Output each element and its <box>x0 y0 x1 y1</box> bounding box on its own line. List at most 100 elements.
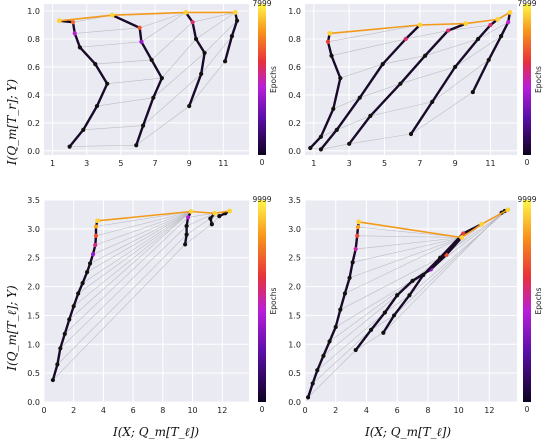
colorbar-max-label: 9999 <box>517 195 536 204</box>
y-tick-label: 1.0 <box>27 7 40 16</box>
colorbar <box>258 200 266 402</box>
data-point <box>331 106 336 111</box>
trajectory-line <box>111 14 164 146</box>
final-epoch-point <box>356 219 362 225</box>
y-tick-label: 0.8 <box>288 35 301 44</box>
colorbar-label: Epochs <box>534 66 543 93</box>
data-point <box>476 36 481 42</box>
data-point <box>368 113 373 118</box>
data-point <box>506 20 511 25</box>
y-tick-label: 1.5 <box>288 311 301 320</box>
panel-bottom-right: 0 2 4 6 8 10 12 0.0 0.5 1.0 1.5 2.0 2.5 3.0 3.5 9999 0 Ep… <box>288 195 543 415</box>
x-tick-label: 1 <box>50 159 55 168</box>
colorbar-min-label: 0 <box>525 405 530 414</box>
x-tick-label: 12 <box>484 406 494 415</box>
data-point <box>410 278 415 283</box>
data-point <box>67 144 72 149</box>
data-point <box>202 50 207 56</box>
epoch-connection-line <box>312 210 505 384</box>
final-epoch-point <box>463 21 469 26</box>
data-point <box>77 45 82 50</box>
colorbar-max-label: 9999 <box>252 195 271 204</box>
data-point <box>395 293 400 298</box>
colorbar-min-label: 0 <box>525 158 530 167</box>
x-tick-label: 0 <box>302 406 307 415</box>
data-point <box>382 310 387 315</box>
final-epoch-point <box>183 9 189 15</box>
y-tick-label: 2.0 <box>27 283 40 292</box>
y-tick-label: 0.2 <box>288 119 301 128</box>
data-point <box>151 95 156 100</box>
data-point <box>347 141 352 146</box>
data-point <box>84 270 90 275</box>
data-point <box>423 53 428 58</box>
data-point <box>333 324 338 330</box>
ylabel-bottom: I(Q_m[T_ℓ]; Y) <box>5 285 19 372</box>
data-point <box>305 395 311 400</box>
final-epoch-point <box>327 30 333 36</box>
y-tick-label: 2.5 <box>27 254 40 263</box>
data-point <box>93 242 98 248</box>
data-point <box>470 89 475 95</box>
xlabel-bottom-right: I(X; Q_m[T_ℓ]) <box>364 425 451 439</box>
data-point <box>71 304 76 309</box>
final-epoch-point <box>459 235 465 240</box>
data-point <box>430 99 435 104</box>
final-epoch-point <box>417 22 423 28</box>
panel-top-right: 1 3 5 7 9 11 0.0 0.2 0.4 0.6 0.8 1.0 7999 0 Epochs <box>288 0 543 168</box>
data-point <box>486 57 491 63</box>
data-point <box>353 246 358 252</box>
epoch-connection-line <box>96 20 238 107</box>
data-point <box>315 368 320 373</box>
colorbar-max-label: 7999 <box>252 0 271 8</box>
data-point <box>353 347 358 353</box>
data-point <box>453 64 458 70</box>
y-tick-label: 3.0 <box>27 225 40 234</box>
data-point <box>338 76 343 81</box>
data-point <box>321 353 326 358</box>
colorbar <box>258 4 266 155</box>
y-tick-label: 3.5 <box>27 196 40 205</box>
epoch-connection-line <box>95 12 236 65</box>
y-tick-label: 3.0 <box>288 225 301 234</box>
data-point <box>329 53 334 58</box>
data-point <box>446 28 451 33</box>
x-tick-label: 6 <box>395 406 400 415</box>
data-point <box>368 327 374 332</box>
final-epoch-point <box>212 210 218 216</box>
data-point <box>222 59 228 64</box>
x-tick-label: 9 <box>453 159 458 168</box>
colorbar-max-label: 7999 <box>517 0 536 8</box>
data-point <box>93 233 99 238</box>
y-tick-label: 0.0 <box>27 147 40 156</box>
y-tick-label: 0.0 <box>288 398 301 407</box>
panels-group: 1 3 5 7 9 11 0.0 0.2 0.4 0.6 0.8 1.0 7999 0 Epochs 1 3 5 7… <box>27 0 543 415</box>
final-epoch-point <box>95 218 100 224</box>
final-epoch-point <box>56 18 62 24</box>
colorbar-min-label: 0 <box>260 158 265 167</box>
epoch-connection-line <box>329 209 508 342</box>
x-tick-label: 5 <box>382 159 387 168</box>
data-point <box>208 216 213 221</box>
data-point <box>318 147 323 152</box>
panel-bottom-left: 0 2 4 6 8 10 12 0.0 0.5 1.0 1.5 2.0 2.5 3.0 3.5 9999 0 Ep… <box>27 195 278 415</box>
trajectory-line <box>223 12 239 62</box>
data-point <box>93 62 98 67</box>
colorbar <box>523 200 531 402</box>
data-point <box>50 377 56 383</box>
y-tick-label: 0.5 <box>288 369 301 378</box>
data-point <box>67 317 72 322</box>
data-point <box>381 330 386 335</box>
data-point <box>190 20 195 25</box>
data-point <box>105 81 110 86</box>
data-point <box>334 127 339 132</box>
panel-top-left: 1 3 5 7 9 11 0.0 0.2 0.4 0.6 0.8 1.0 7999 0 Epochs <box>27 0 278 168</box>
layer-trajectory <box>110 13 164 148</box>
x-tick-label: 11 <box>218 159 228 168</box>
y-tick-label: 0.6 <box>288 63 301 72</box>
data-point <box>392 313 397 318</box>
x-tick-label: 7 <box>417 159 422 168</box>
data-point <box>187 103 192 109</box>
y-tick-label: 1.0 <box>288 340 301 349</box>
x-tick-label: 3 <box>347 159 352 168</box>
